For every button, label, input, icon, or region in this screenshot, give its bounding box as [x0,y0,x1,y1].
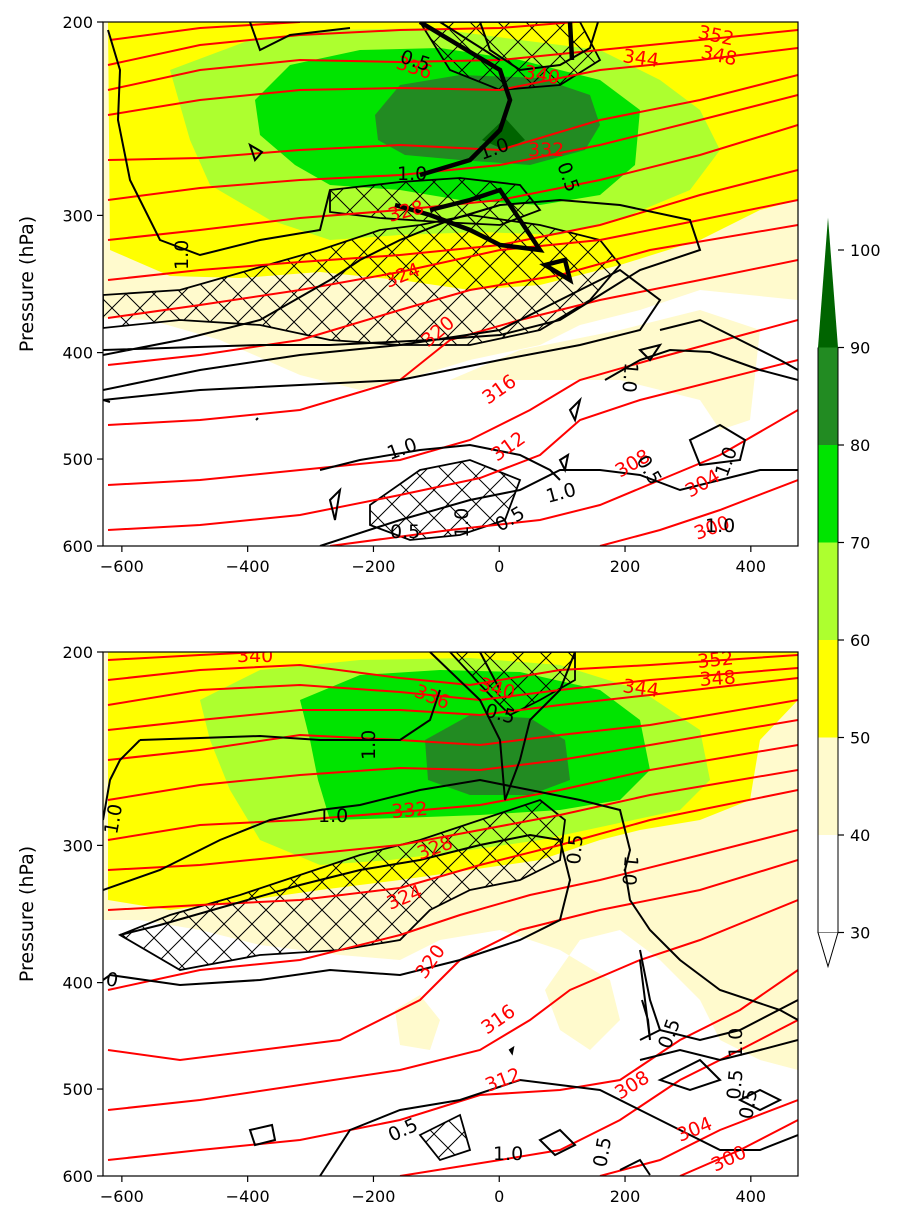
colorbar-segment [818,347,838,445]
top-hatch-1 [103,214,622,346]
top-fill-80-90 [375,75,600,165]
x-tick-label: −600 [100,557,144,576]
bottom-black-label: 1.0 [318,805,348,827]
bottom-theta-label: 344 [621,675,660,702]
y-tick-label: 400 [62,974,93,993]
bottom-hatch-2 [448,652,576,717]
bottom-theta-contours [107,652,798,1176]
colorbar-tick-label: 60 [850,631,870,650]
top-thick-contours [394,22,575,285]
bottom-black-label: 0.5 [723,1068,748,1100]
colorbar-extend-max [818,217,838,348]
bottom-axis-ticks: −600 −400 −200 0 200 400 200 300 400 500 600 [62,643,766,1206]
top-plot-area: 352 348 344 340 336 332 328 324 320 316 … [103,22,798,546]
x-tick-label: 200 [610,557,641,576]
y-tick-label: 200 [62,13,93,32]
top-hatch-4 [369,459,522,541]
colorbar-tick-label: 90 [850,339,870,358]
top-black-contours [103,22,798,546]
y-tick-label: 300 [62,206,93,225]
top-black-label: 1.0 [171,240,193,270]
bottom-black-label: 1.0 [617,855,642,887]
bottom-black-label: 0.5 [589,1135,616,1169]
x-tick-label: −600 [100,1187,144,1206]
colorbar-extend-min [817,932,839,969]
bottom-theta-label: 332 [391,798,429,823]
bottom-black-label: 0 [104,968,120,992]
bottom-axes-frame [102,651,799,1177]
x-tick-label: −200 [351,1187,395,1206]
y-tick-label: 600 [62,537,93,556]
top-fill-40-50-b [450,310,760,430]
top-black-label: 1.0 [397,163,427,185]
colorbar-tick-label: 40 [850,826,870,845]
y-tick-label: 300 [62,836,93,855]
top-black-label: 1.0 [451,508,473,538]
top-axes-frame [102,21,799,547]
x-tick-label: −200 [351,557,395,576]
bottom-black-label: 1.0 [493,1143,523,1165]
top-axis-ticks: −600 −400 −200 0 200 400 200 300 400 500 600 [62,13,766,576]
bottom-theta-label: 340 [237,645,273,667]
x-tick-label: 400 [736,557,767,576]
y-tick-label: 400 [62,344,93,363]
top-black-label: 0.5 [390,521,420,543]
y-tick-label: 200 [62,643,93,662]
x-tick-label: 400 [736,1187,767,1206]
top-fill-90-100 [482,118,525,150]
x-tick-label: 0 [494,1187,504,1206]
colorbar: 30 40 50 60 70 80 90 100 [817,217,881,969]
bottom-plot-area: 340 340 336 352 348 344 332 328 324 320 … [103,645,798,1176]
top-panel: 352 348 344 340 336 332 328 324 320 316 … [16,13,799,576]
bottom-theta-label: 348 [699,667,737,691]
top-theta-label: 344 [621,45,660,72]
colorbar-tick-label: 80 [850,436,870,455]
colorbar-segment [818,737,838,835]
colorbar-segment [818,445,838,543]
bottom-y-axis-label: Pressure (hPa) [16,846,38,982]
top-black-label: 1.0 [617,362,642,394]
bottom-fill-40-50-b [395,995,440,1050]
bottom-theta-label: 352 [696,647,734,673]
bottom-black-label: 0.5 [563,833,588,865]
top-black-label: 1.0 [705,515,735,537]
colorbar-tick-label: 70 [850,534,870,553]
bottom-hatch-1 [117,798,566,971]
y-tick-label: 500 [62,1080,93,1099]
bottom-black-label: 1.0 [358,730,380,760]
bottom-hatch-3 [418,1113,472,1162]
x-tick-label: −400 [226,557,270,576]
x-tick-label: 200 [610,1187,641,1206]
colorbar-tick-label: 30 [850,924,870,943]
bottom-fill-80-90 [425,715,570,795]
bottom-black-label: 0.5 [735,1087,762,1121]
x-tick-label: 0 [494,557,504,576]
colorbar-tick-label: 50 [850,729,870,748]
bottom-panel: 340 340 336 352 348 344 332 328 324 320 … [16,643,799,1206]
y-tick-label: 500 [62,450,93,469]
colorbar-segment [818,835,838,933]
top-theta-label: 332 [528,139,564,161]
colorbar-segment [818,542,838,640]
x-tick-label: −400 [226,1187,270,1206]
bottom-black-label: 1.0 [725,1028,747,1058]
colorbar-segment [818,640,838,738]
top-y-axis-label: Pressure (hPa) [16,216,38,352]
y-tick-label: 600 [62,1167,93,1186]
colorbar-tick-label: 100 [850,241,881,260]
bottom-black-contours [103,652,798,1176]
